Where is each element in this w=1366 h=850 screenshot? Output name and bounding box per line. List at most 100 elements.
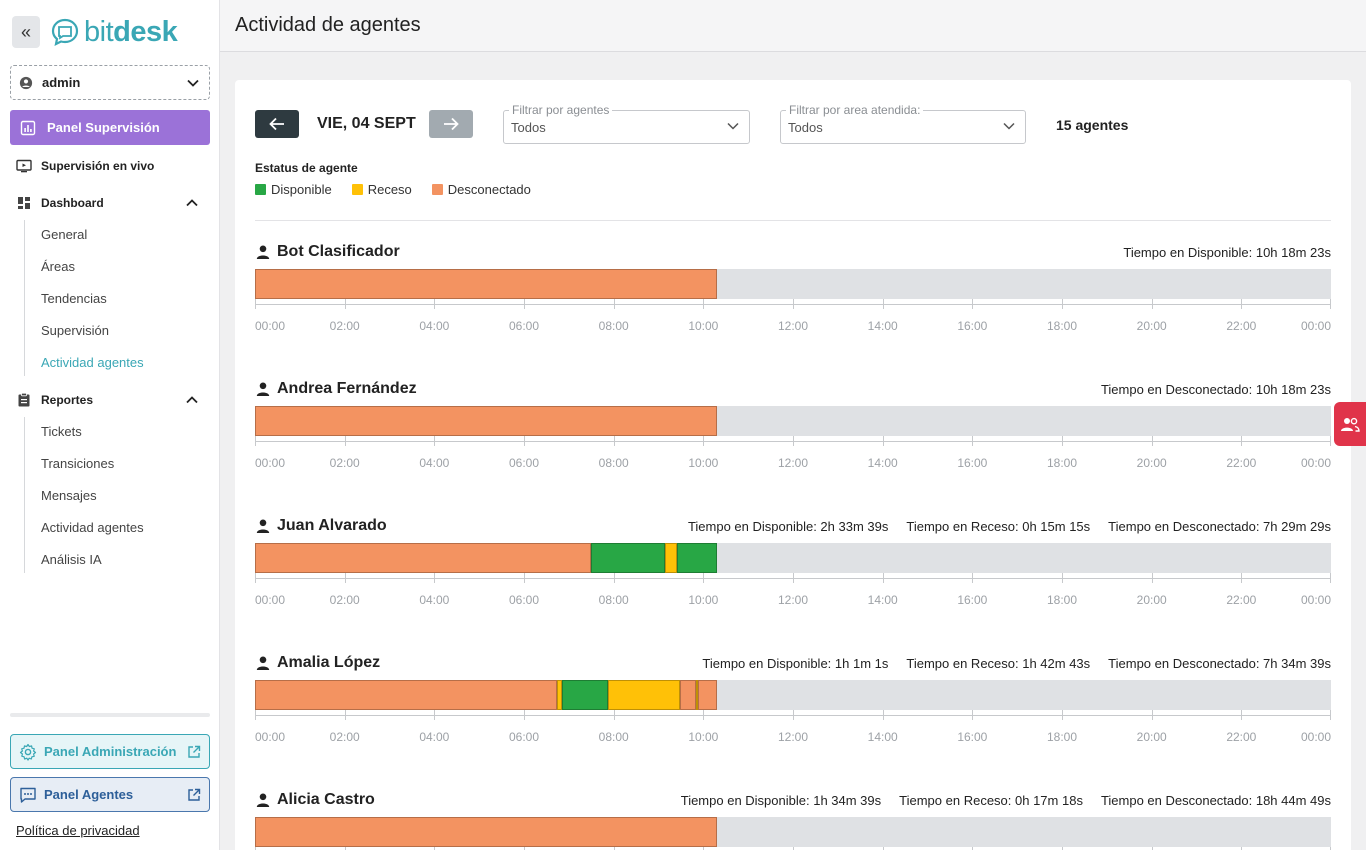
axis-tick-label: 08:00 (598, 730, 629, 744)
timeline-track (255, 680, 1331, 710)
sidebar: « bitdesk admin Panel Supervisión Superv… (0, 0, 220, 850)
collapse-sidebar-button[interactable]: « (12, 16, 40, 48)
segment-desconectado[interactable] (255, 543, 592, 573)
segment-desconectado[interactable] (697, 680, 717, 710)
filter-agents-select[interactable]: Filtrar por agentes Todos (503, 103, 750, 144)
panel-supervision-button[interactable]: Panel Supervisión (10, 110, 210, 145)
axis-tick-label: 00:00 (254, 456, 286, 470)
page-title: Actividad de agentes (235, 14, 421, 36)
axis-tick (1330, 573, 1331, 583)
chevron-up-icon (186, 199, 198, 207)
agent-row: Juan Alvarado Tiempo en Disponible: 2h 33… (255, 517, 1331, 617)
segment-desconectado[interactable] (255, 269, 717, 299)
axis-tick (344, 573, 346, 583)
sidebar-item-mensajes[interactable]: Mensajes (41, 488, 97, 503)
agent-count: 15 agentes (1056, 117, 1129, 133)
segment-desconectado[interactable] (255, 406, 717, 436)
segment-disponible[interactable] (562, 680, 608, 710)
panel-administracion-button[interactable]: Panel Administración (10, 734, 210, 769)
axis-tick-label: 18:00 (1046, 730, 1078, 744)
gear-icon (19, 743, 37, 761)
swatch-desconectado (431, 184, 443, 195)
axis-tick-label: 20:00 (1136, 730, 1167, 744)
axis-tick (613, 436, 615, 446)
segment-receso[interactable] (607, 680, 680, 710)
axis-tick-label: 00:00 (254, 593, 286, 607)
axis-tick (882, 573, 884, 583)
legend-title: Estatus de agente (255, 161, 358, 175)
external-link-icon (188, 745, 201, 758)
axis-tick-label: 22:00 (1226, 456, 1257, 470)
filter-area-value: Todos (788, 120, 823, 135)
axis-tick (344, 847, 346, 850)
filter-area-select[interactable]: Filtrar por area atendida: Todos (780, 103, 1026, 144)
axis-tick-label: 10:00 (688, 319, 719, 333)
segment-disponible[interactable] (591, 543, 666, 573)
axis-tick (434, 710, 436, 720)
sidebar-item-general[interactable]: General (41, 227, 88, 242)
agent-name-text: Andrea Fernández (277, 380, 417, 397)
segment-receso[interactable] (556, 680, 563, 710)
panel-agentes-button[interactable]: Panel Agentes (10, 777, 210, 812)
agent-row: Bot Clasificador Tiempo en Disponible: 10… (255, 243, 1331, 343)
sidebar-item-areas[interactable]: Áreas (41, 259, 75, 274)
axis-tick-label: 10:00 (688, 456, 719, 470)
filter-agents-value: Todos (511, 120, 546, 135)
agent-time-stat: Tiempo en Desconectado: 10h 18m 23s (1100, 382, 1331, 397)
swatch-receso (351, 184, 363, 195)
segment-receso[interactable] (665, 543, 678, 573)
chevron-down-icon (187, 79, 199, 87)
segment-desconectado[interactable] (255, 680, 557, 710)
nav-supervision-en-vivo[interactable]: Supervisión en vivo (16, 158, 154, 174)
sidebar-item-analisis-ia[interactable]: Análisis IA (41, 552, 102, 567)
segment-desconectado[interactable] (255, 817, 717, 847)
person-icon (256, 519, 270, 533)
axis-tick-label: 16:00 (957, 456, 988, 470)
axis-tick (434, 573, 436, 583)
agents-side-button[interactable] (1334, 402, 1366, 446)
axis-tick (1241, 847, 1243, 850)
axis-tick-label: 02:00 (329, 456, 360, 470)
axis-tick (1062, 299, 1063, 309)
axis-tick-label: 12:00 (777, 456, 809, 470)
nav-dashboard[interactable]: Dashboard (16, 195, 198, 211)
axis-tick (1151, 573, 1153, 583)
axis-tick-label: 00:00 (1300, 319, 1332, 333)
axis-tick-label: 14:00 (867, 730, 898, 744)
next-day-button[interactable] (429, 110, 473, 138)
axis-tick (255, 847, 256, 850)
axis-tick-label: 06:00 (508, 319, 540, 333)
sidebar-item-tickets[interactable]: Tickets (41, 424, 82, 439)
axis-tick (524, 436, 525, 446)
agent-time-stat: Tiempo en Receso: 1h 42m 43s (906, 656, 1091, 671)
axis-tick (613, 710, 615, 720)
segment-receso[interactable] (695, 680, 698, 710)
submenu-line (24, 220, 25, 376)
sidebar-item-tendencias[interactable]: Tendencias (41, 291, 107, 306)
axis-tick-label: 06:00 (508, 456, 540, 470)
sidebar-item-actividad-agentes[interactable]: Actividad agentes (41, 355, 144, 370)
segment-desconectado[interactable] (679, 680, 696, 710)
axis-tick-label: 16:00 (957, 319, 988, 333)
sidebar-item-reporte-actividad-agentes[interactable]: Actividad agentes (41, 520, 144, 535)
timeline-track (255, 817, 1331, 847)
agent-name: Bot Clasificador (255, 243, 400, 261)
privacy-link[interactable]: Política de privacidad (16, 823, 140, 838)
agent-times: Tiempo en Desconectado: 10h 18m 23s (1083, 382, 1331, 397)
previous-day-button[interactable] (255, 110, 299, 138)
legend-item-disponible: Disponible (255, 182, 332, 197)
timeline-track (255, 543, 1331, 573)
filter-agents-label: Filtrar por agentes (509, 103, 613, 117)
axis-tick (255, 710, 256, 720)
segment-disponible[interactable] (677, 543, 717, 573)
person-icon (256, 793, 270, 807)
user-select[interactable]: admin (10, 65, 210, 100)
axis-tick (882, 847, 884, 850)
axis-tick-label: 00:00 (254, 319, 286, 333)
dashboard-icon (18, 197, 30, 209)
legend-item-receso: Receso (351, 182, 412, 197)
sidebar-item-supervision[interactable]: Supervisión (41, 323, 109, 338)
sidebar-item-transiciones[interactable]: Transiciones (41, 456, 115, 471)
axis-tick-label: 14:00 (867, 456, 898, 470)
nav-reportes[interactable]: Reportes (16, 392, 198, 408)
